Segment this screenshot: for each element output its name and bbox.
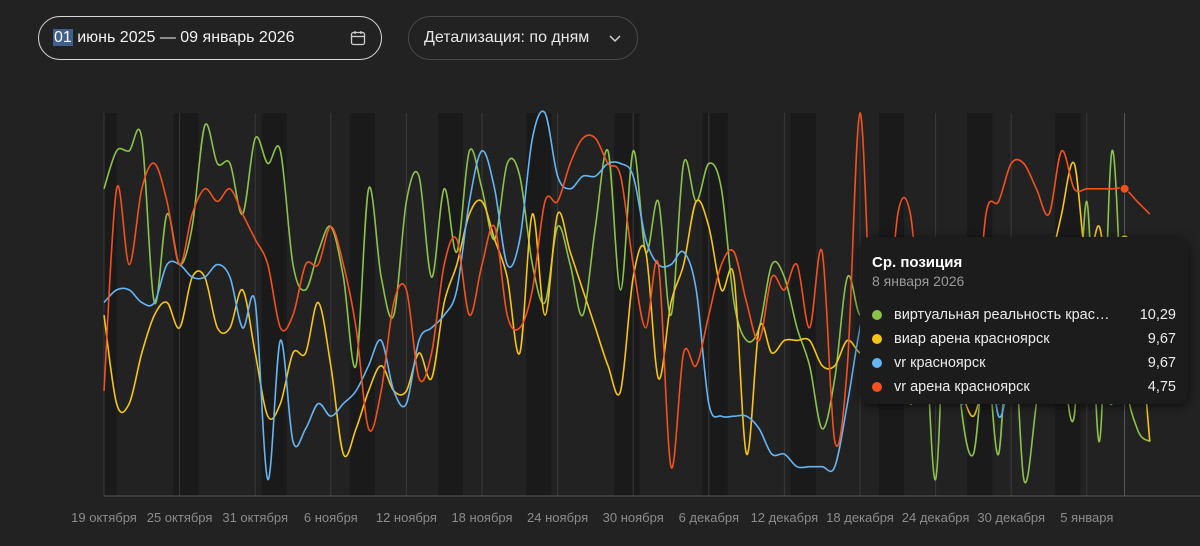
weekend-band [614,113,627,496]
tooltip-series-value: 4,75 [1147,379,1176,395]
weekend-band [261,113,275,496]
tooltip-series-name: виртуальная реальность крас… [894,307,1110,323]
tooltip-row: vr арена красноярск 4,75 [872,375,1176,399]
detail-label: Детализация: по дням [424,29,590,46]
tooltip-title: Ср. позиция [872,254,963,271]
weekend-band [349,113,363,496]
series-color-dot [872,334,882,344]
tooltip-row: vr красноярск 9,67 [872,351,1176,375]
weekend-band [185,113,199,496]
date-range-text: 01 июнь 2025 — 09 январь 2026 [53,29,349,47]
weekend-band [362,113,375,496]
x-tick-label: 6 декабря [679,510,739,525]
x-tick-label: 12 декабря [751,510,819,525]
date-range-picker[interactable]: 01 июнь 2025 — 09 январь 2026 [38,16,382,60]
tooltip-date: 8 января 2026 [872,273,965,289]
x-tick-label: 19 октября [71,510,137,525]
x-tick-label: 18 ноября [451,510,512,525]
tooltip-row: виар арена красноярск 9,67 [872,327,1176,351]
chart-tooltip: Ср. позиция 8 января 2026 виртуальная ре… [860,237,1188,404]
x-tick-label: 30 ноября [603,510,664,525]
tooltip-series-name: vr красноярск [894,355,986,371]
tooltip-series-value: 9,67 [1147,355,1176,371]
calendar-icon[interactable] [349,29,367,47]
series-color-dot [872,358,882,368]
x-tick-label: 18 декабря [826,510,894,525]
x-tick-label: 31 октября [222,510,288,525]
detail-dropdown[interactable]: Детализация: по дням [408,16,638,60]
date-range-rest: июнь 2025 — 09 январь 2026 [72,29,295,46]
x-tick-label: 12 ноября [376,510,437,525]
x-tick-label: 25 октября [147,510,213,525]
tooltip-series-name: виар арена красноярск [894,331,1050,347]
tooltip-row: виртуальная реальность крас… 10,29 [872,303,1176,327]
weekend-band [803,113,816,496]
x-tick-label: 24 декабря [902,510,970,525]
weekend-band [538,113,552,496]
tooltip-series-value: 10,29 [1139,307,1176,323]
x-tick-label: 5 января [1060,510,1113,525]
x-tick-label: 6 ноября [304,510,358,525]
tooltip-series-value: 9,67 [1147,331,1176,347]
hover-point [1119,183,1130,194]
tooltip-rows: виртуальная реальность крас… 10,29 виар ар… [872,303,1176,399]
weekend-band [790,113,804,496]
tooltip-series-name: vr арена красноярск [894,379,1030,395]
weekend-band [104,113,117,496]
weekend-band [526,113,539,496]
x-axis-ticks: 19 октября 25 октября 31 октября 6 ноября 12… [71,510,1113,525]
date-range-selected-day: 01 [53,29,73,46]
weekend-band [274,113,287,496]
x-tick-label: 30 декабря [977,510,1045,525]
weekend-band [450,113,464,496]
x-tick-label: 24 ноября [527,510,588,525]
series-color-dot [872,382,882,392]
chevron-down-icon [607,30,623,46]
series-color-dot [872,310,882,320]
